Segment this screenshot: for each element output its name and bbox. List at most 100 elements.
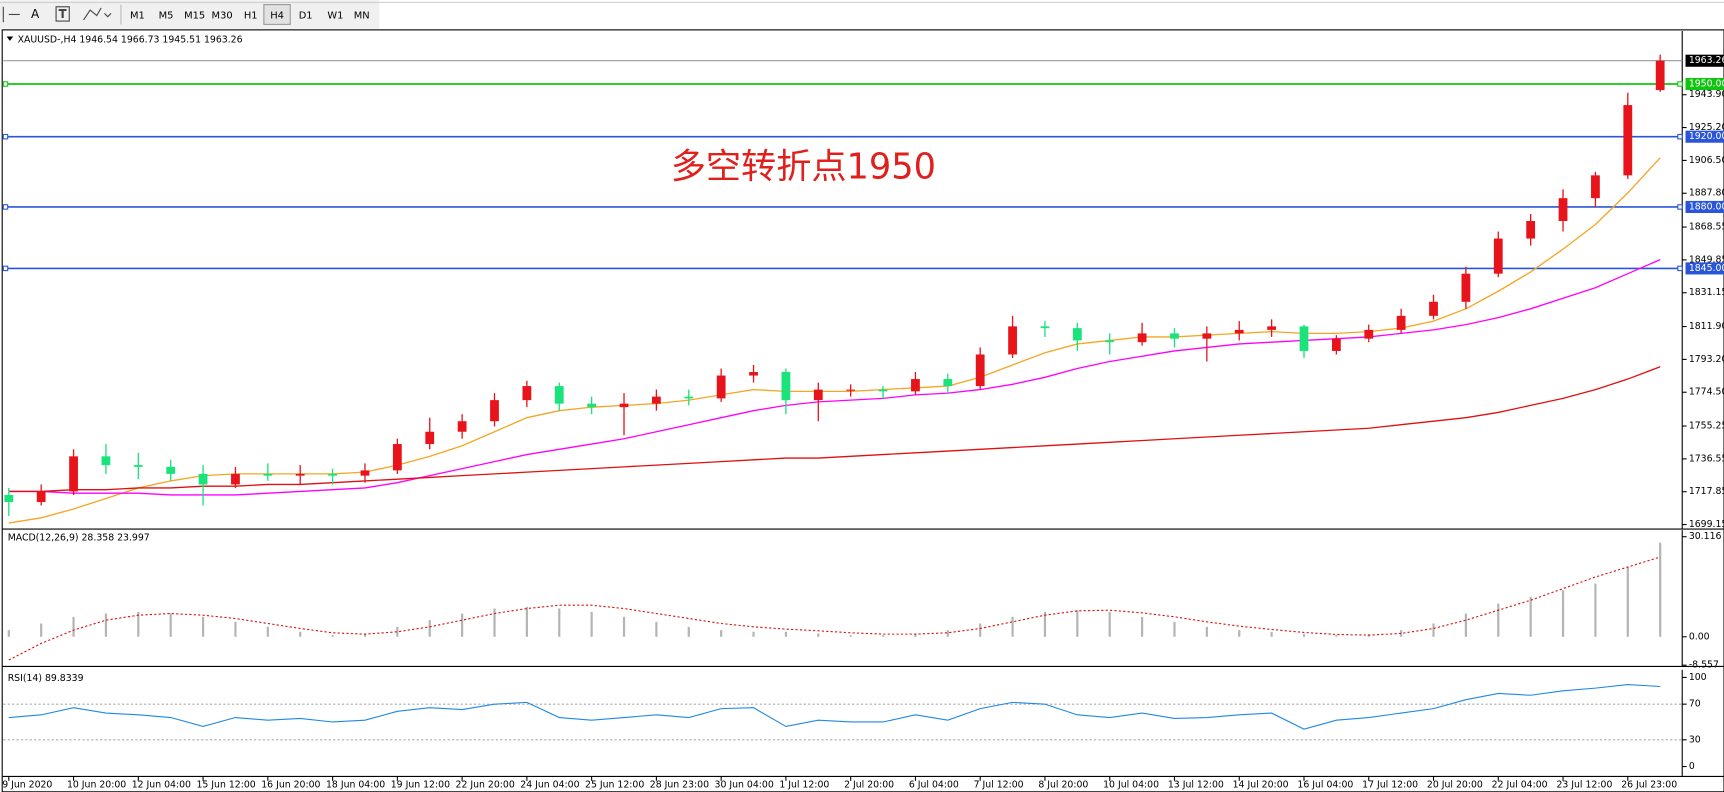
label-tool[interactable]: A — [31, 7, 40, 21]
x-tick-label: 24 Jun 04:00 — [520, 780, 579, 791]
candle-body — [166, 466, 176, 474]
text-tool-glyph: T — [58, 7, 66, 20]
level-label: 1880.00 — [1689, 201, 1724, 212]
level-handle[interactable] — [1677, 133, 1683, 140]
x-tick-label: 10 Jul 04:00 — [1103, 780, 1159, 791]
candle-body — [328, 473, 337, 476]
x-tick-label: 30 Jun 04:00 — [715, 780, 774, 791]
y-tick-label: 1887.80 — [1689, 188, 1724, 199]
level-handle[interactable] — [2, 81, 9, 87]
candle-body — [1493, 238, 1503, 274]
candle-body — [554, 386, 564, 404]
level-label: 1920.00 — [1689, 131, 1724, 142]
price-label-box — [1685, 54, 1724, 67]
candle-body — [813, 389, 823, 401]
candle-body — [1299, 326, 1309, 351]
x-tick-label: 16 Jun 20:00 — [261, 780, 320, 791]
timeframe-button[interactable]: W1 — [327, 11, 343, 22]
y-tick-label: 1925.20 — [1689, 122, 1724, 133]
x-tick-label: 17 Jul 12:00 — [1362, 780, 1418, 791]
candle-body — [1461, 273, 1471, 302]
candle-body — [943, 379, 953, 387]
level-handle[interactable] — [2, 265, 9, 272]
timeframe-button[interactable]: M5 — [159, 11, 174, 22]
y-tick-label: 1943.90 — [1689, 89, 1724, 100]
x-tick-label: 19 Jun 12:00 — [391, 780, 450, 791]
candle-body — [1429, 301, 1438, 316]
candle-body — [360, 470, 370, 476]
candle-body — [1331, 338, 1341, 351]
annotation: 多空转折点1950 — [671, 146, 936, 187]
y-tick-label: 1755.25 — [1689, 421, 1724, 432]
y-tick-label: 1811.90 — [1689, 321, 1724, 332]
level-label-box — [1685, 77, 1724, 91]
x-tick-label: 16 Jul 04:00 — [1297, 780, 1353, 791]
candle-body — [716, 375, 726, 399]
y-tick-label: 1774.50 — [1689, 387, 1724, 398]
rsi-line — [8, 684, 1661, 730]
y-tick-label: 1793.20 — [1689, 354, 1724, 365]
candle-body — [651, 396, 661, 404]
timeframe-button[interactable]: H1 — [244, 11, 258, 22]
chart-menu[interactable] — [6, 36, 14, 41]
x-tick-label: 28 Jun 23:00 — [650, 780, 709, 791]
candle-body — [522, 386, 532, 401]
candle-body — [1040, 326, 1050, 329]
dropdown[interactable] — [104, 12, 112, 18]
rsi-title: RSI(14) 89.8339 — [8, 673, 84, 684]
candle-body — [1105, 340, 1115, 343]
level-label-box — [1685, 262, 1724, 275]
level-label: 1845.00 — [1689, 263, 1724, 274]
level-label-box — [1685, 200, 1724, 213]
level-handle[interactable] — [2, 204, 9, 210]
timeframe-button[interactable]: M15 — [184, 11, 205, 22]
timeframe-button[interactable]: MN — [354, 11, 370, 22]
candle-body — [1558, 198, 1568, 221]
candle-body — [1655, 60, 1665, 91]
objects-tool[interactable] — [83, 7, 102, 21]
candle-body — [781, 372, 791, 401]
candle-body — [198, 473, 208, 485]
candle-body — [101, 456, 111, 466]
y-tick-label: 0.00 — [1689, 631, 1710, 642]
level-handle[interactable] — [1677, 265, 1683, 272]
x-tick-label: 13 Jul 12:00 — [1168, 780, 1224, 791]
x-tick-label: 22 Jul 04:00 — [1492, 780, 1548, 791]
y-tick-label: 1717.85 — [1689, 486, 1724, 497]
candle-body — [392, 444, 402, 471]
text-tool[interactable] — [55, 6, 70, 22]
level-handle[interactable] — [2, 133, 9, 140]
x-tick-label: 20 Jul 20:00 — [1427, 780, 1483, 791]
timeframe-button[interactable]: D1 — [299, 11, 313, 22]
moving-average — [8, 366, 1661, 493]
x-tick-label: 14 Jul 20:00 — [1233, 780, 1289, 791]
candle-body — [36, 491, 46, 502]
candle-body — [1591, 175, 1600, 199]
y-tick-label: 1868.55 — [1689, 222, 1724, 233]
x-tick-label: 9 Jun 2020 — [2, 780, 52, 791]
x-tick-label: 22 Jun 20:00 — [456, 780, 515, 791]
timeframe-button[interactable]: M30 — [212, 11, 233, 22]
x-tick-label: 26 Jul 23:00 — [1621, 780, 1677, 791]
y-tick-label: 0 — [1689, 761, 1695, 772]
level-handle[interactable] — [1677, 81, 1683, 87]
candle-body — [295, 473, 305, 476]
level-label-box — [1685, 130, 1724, 143]
candle-body — [1072, 328, 1082, 341]
candle-body — [1623, 105, 1633, 176]
candle-body — [4, 494, 14, 502]
timeframe-button[interactable]: H4 — [270, 11, 284, 22]
y-tick-label: 30 — [1689, 734, 1701, 745]
level-handle[interactable] — [1677, 204, 1683, 210]
x-tick-label: 10 Jun 20:00 — [67, 780, 126, 791]
candle-body — [878, 389, 888, 392]
candle-body — [1008, 326, 1017, 355]
candle-body — [1234, 329, 1244, 334]
moving-average — [8, 259, 1661, 496]
candle-body — [975, 354, 985, 387]
x-tick-label: 8 Jul 20:00 — [1038, 780, 1088, 791]
x-tick-label: 15 Jun 12:00 — [196, 780, 255, 791]
timeframe-button[interactable]: M1 — [130, 11, 145, 22]
